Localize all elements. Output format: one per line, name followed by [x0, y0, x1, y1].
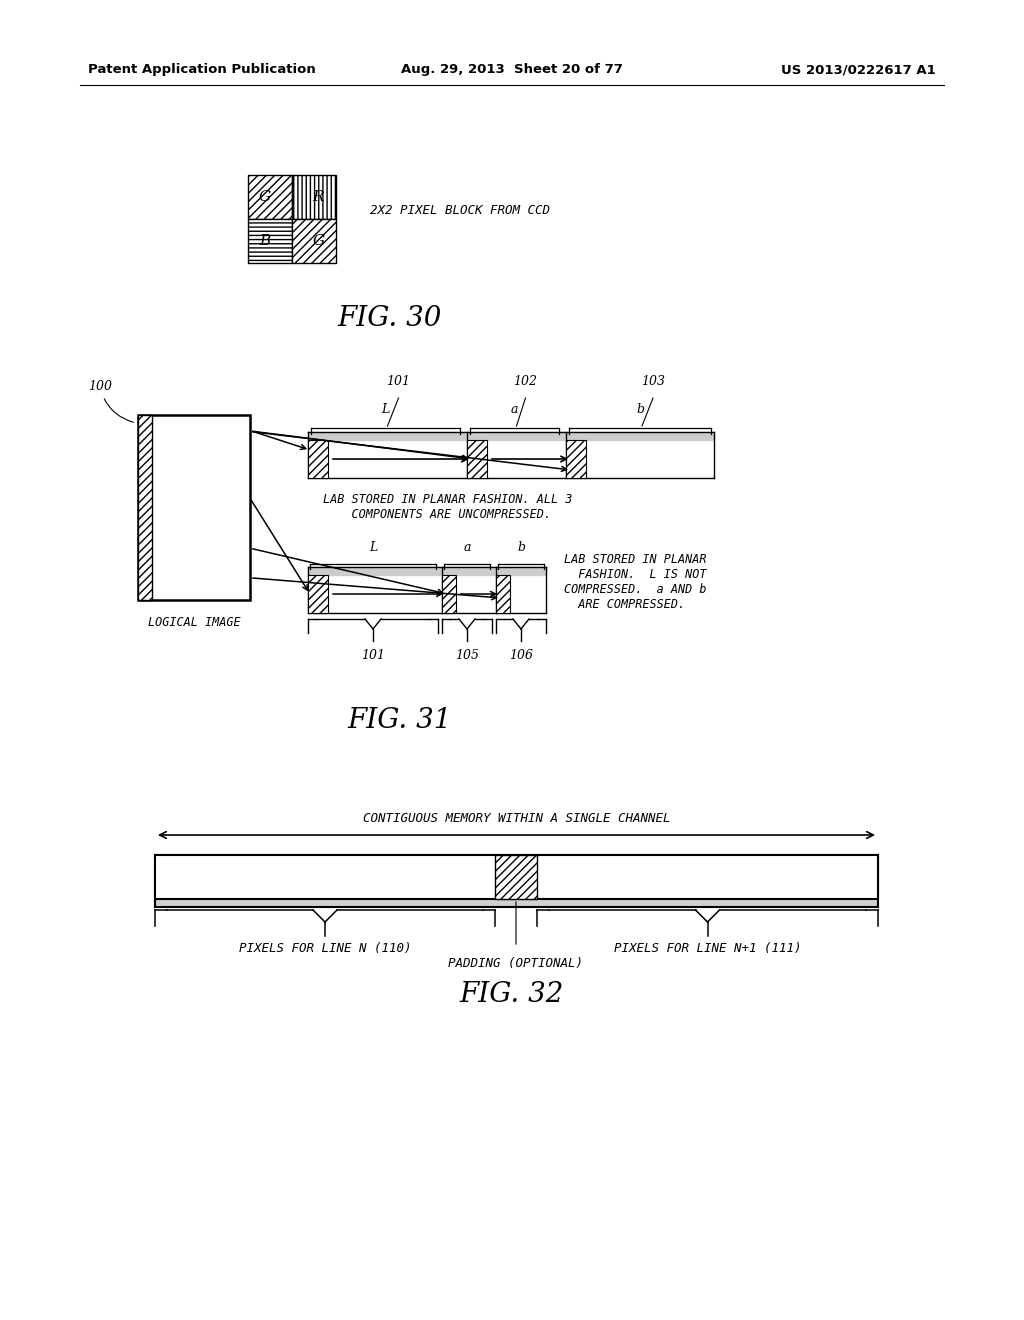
Bar	[442, 576, 456, 612]
Text: a: a	[511, 403, 518, 416]
Bar	[155, 855, 878, 907]
Text: PIXELS FOR LINE N (110): PIXELS FOR LINE N (110)	[239, 942, 412, 954]
Text: 100: 100	[88, 380, 133, 422]
Bar	[495, 855, 537, 899]
Text: 102: 102	[513, 375, 538, 388]
Text: G: G	[259, 190, 270, 205]
Bar	[155, 855, 878, 899]
Text: FIG. 32: FIG. 32	[460, 982, 564, 1008]
Text: a: a	[463, 541, 471, 554]
Bar	[248, 219, 292, 263]
Bar	[138, 414, 250, 601]
Text: LAB STORED IN PLANAR FASHION. ALL 3
    COMPONENTS ARE UNCOMPRESSED.: LAB STORED IN PLANAR FASHION. ALL 3 COMP…	[323, 492, 572, 521]
Text: B: B	[259, 234, 270, 248]
Bar	[566, 440, 586, 478]
Text: b: b	[636, 403, 644, 416]
Text: 103: 103	[641, 375, 665, 388]
Text: L: L	[381, 403, 389, 416]
Text: 101: 101	[361, 649, 385, 663]
Text: G: G	[312, 234, 325, 248]
Bar	[496, 576, 510, 612]
Text: R: R	[312, 190, 325, 205]
Text: FIG. 30: FIG. 30	[338, 305, 442, 331]
Text: LAB STORED IN PLANAR
  FASHION.  L IS NOT
COMPRESSED.  a AND b
  ARE COMPRESSED.: LAB STORED IN PLANAR FASHION. L IS NOT C…	[564, 553, 707, 611]
Bar	[308, 440, 328, 478]
Text: 106: 106	[509, 649, 534, 663]
Bar	[308, 576, 328, 612]
Text: Aug. 29, 2013  Sheet 20 of 77: Aug. 29, 2013 Sheet 20 of 77	[401, 63, 623, 77]
Bar	[248, 176, 292, 219]
Bar	[467, 440, 487, 478]
Text: 2X2 PIXEL BLOCK FROM CCD: 2X2 PIXEL BLOCK FROM CCD	[370, 203, 550, 216]
Text: L: L	[369, 541, 377, 554]
Text: CONTIGUOUS MEMORY WITHIN A SINGLE CHANNEL: CONTIGUOUS MEMORY WITHIN A SINGLE CHANNE…	[362, 812, 671, 825]
Text: 101: 101	[386, 375, 411, 388]
Text: b: b	[517, 541, 525, 554]
Text: LOGICAL IMAGE: LOGICAL IMAGE	[147, 616, 241, 630]
Text: PADDING (OPTIONAL): PADDING (OPTIONAL)	[449, 957, 584, 970]
Bar	[292, 176, 336, 219]
Text: PIXELS FOR LINE N+1 (111): PIXELS FOR LINE N+1 (111)	[613, 942, 801, 954]
Bar	[138, 414, 152, 601]
Bar	[292, 219, 336, 263]
Text: FIG. 31: FIG. 31	[348, 706, 453, 734]
Text: Patent Application Publication: Patent Application Publication	[88, 63, 315, 77]
Text: 105: 105	[455, 649, 479, 663]
Text: US 2013/0222617 A1: US 2013/0222617 A1	[781, 63, 936, 77]
